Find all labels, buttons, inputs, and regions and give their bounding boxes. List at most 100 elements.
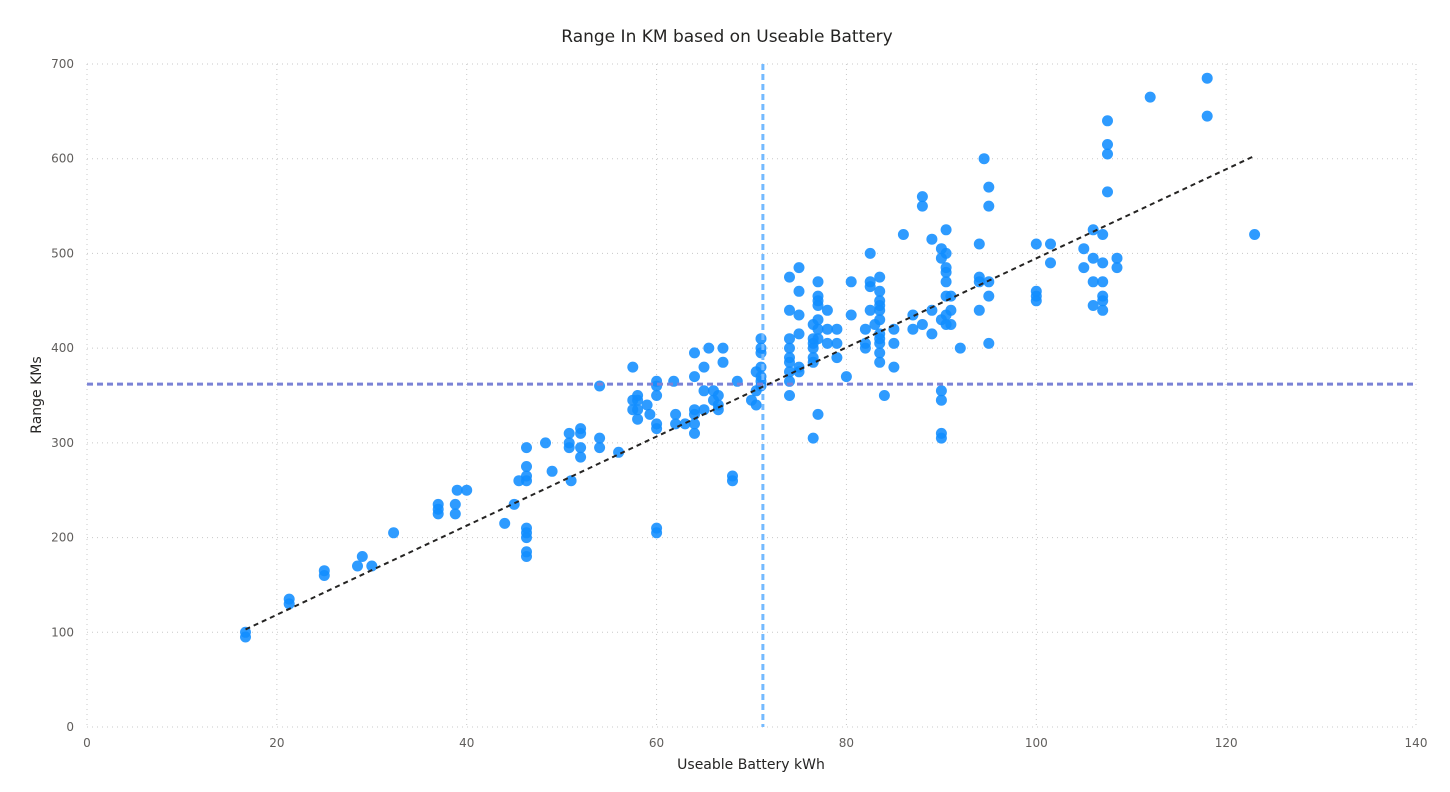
data-point[interactable] <box>874 314 886 326</box>
data-point[interactable] <box>784 352 795 364</box>
data-point[interactable] <box>521 442 532 454</box>
data-point[interactable] <box>807 352 819 364</box>
data-point[interactable] <box>874 285 886 297</box>
data-point[interactable] <box>750 399 762 411</box>
data-point[interactable] <box>1078 262 1090 274</box>
data-point[interactable] <box>907 309 919 321</box>
data-point[interactable] <box>563 427 575 439</box>
data-point[interactable] <box>784 271 795 283</box>
data-point[interactable] <box>874 271 886 283</box>
data-point[interactable] <box>627 361 639 373</box>
data-point[interactable] <box>594 442 606 454</box>
data-point[interactable] <box>983 181 995 193</box>
data-point[interactable] <box>864 276 876 288</box>
data-point[interactable] <box>793 285 805 297</box>
data-point[interactable] <box>1087 300 1099 311</box>
data-point[interactable] <box>540 437 551 449</box>
data-point[interactable] <box>793 262 805 274</box>
data-point[interactable] <box>973 238 985 250</box>
data-point[interactable] <box>352 560 363 572</box>
data-point[interactable] <box>821 304 833 316</box>
data-point[interactable] <box>283 593 295 605</box>
data-point[interactable] <box>878 390 890 401</box>
data-point[interactable] <box>1078 243 1090 255</box>
data-point[interactable] <box>940 276 952 288</box>
data-point[interactable] <box>940 262 952 274</box>
data-point[interactable] <box>632 413 644 425</box>
data-point[interactable] <box>807 432 819 444</box>
data-point[interactable] <box>432 498 444 510</box>
data-point[interactable] <box>755 371 767 383</box>
data-point[interactable] <box>926 233 938 245</box>
data-point[interactable] <box>1030 238 1042 250</box>
data-point[interactable] <box>651 390 663 401</box>
data-point[interactable] <box>973 271 985 283</box>
data-point[interactable] <box>935 394 947 406</box>
data-point[interactable] <box>521 546 532 558</box>
data-point[interactable] <box>888 337 900 349</box>
data-point[interactable] <box>935 427 947 439</box>
data-point[interactable] <box>926 304 938 316</box>
data-point[interactable] <box>1030 285 1042 297</box>
data-point[interactable] <box>521 461 532 472</box>
data-point[interactable] <box>983 276 995 288</box>
data-point[interactable] <box>1097 276 1109 288</box>
data-point[interactable] <box>874 295 886 307</box>
data-point[interactable] <box>594 380 606 392</box>
data-point[interactable] <box>940 247 952 259</box>
data-point[interactable] <box>1097 257 1109 269</box>
data-point[interactable] <box>641 399 653 411</box>
data-point[interactable] <box>983 290 995 302</box>
data-point[interactable] <box>793 328 805 340</box>
data-point[interactable] <box>689 404 700 416</box>
data-point[interactable] <box>356 551 368 562</box>
data-point[interactable] <box>812 290 824 302</box>
data-point[interactable] <box>845 309 857 321</box>
data-point[interactable] <box>575 423 587 435</box>
data-point[interactable] <box>978 153 990 165</box>
data-point[interactable] <box>366 560 378 572</box>
data-point[interactable] <box>1102 186 1113 198</box>
data-point[interactable] <box>717 356 729 368</box>
data-point[interactable] <box>1087 276 1099 288</box>
data-point[interactable] <box>916 200 928 212</box>
data-point[interactable] <box>689 418 700 430</box>
data-point[interactable] <box>1097 304 1109 316</box>
data-point[interactable] <box>1102 115 1113 127</box>
data-point[interactable] <box>755 361 767 373</box>
data-point[interactable] <box>784 304 795 316</box>
data-point[interactable] <box>945 304 957 316</box>
data-point[interactable] <box>712 390 724 401</box>
data-point[interactable] <box>812 314 824 326</box>
data-point[interactable] <box>926 328 938 340</box>
data-point[interactable] <box>1111 262 1123 274</box>
data-point[interactable] <box>888 323 900 335</box>
data-point[interactable] <box>983 337 995 349</box>
data-point[interactable] <box>954 342 966 354</box>
data-point[interactable] <box>632 390 644 401</box>
data-point[interactable] <box>784 333 795 345</box>
data-point[interactable] <box>594 432 606 444</box>
data-point[interactable] <box>1045 238 1056 250</box>
data-point[interactable] <box>651 418 663 430</box>
data-point[interactable] <box>563 437 575 449</box>
data-point[interactable] <box>935 385 947 397</box>
data-point[interactable] <box>907 323 919 335</box>
data-point[interactable] <box>318 565 330 577</box>
data-point[interactable] <box>874 356 886 368</box>
data-point[interactable] <box>812 333 824 345</box>
data-point[interactable] <box>1201 72 1213 84</box>
data-point[interactable] <box>983 200 995 212</box>
data-point[interactable] <box>859 337 871 349</box>
data-point[interactable] <box>888 361 900 373</box>
data-point[interactable] <box>670 418 682 430</box>
data-point[interactable] <box>565 475 577 487</box>
data-point[interactable] <box>755 333 767 345</box>
data-point[interactable] <box>689 347 700 359</box>
data-point[interactable] <box>1097 229 1109 240</box>
data-point[interactable] <box>698 404 710 416</box>
data-point[interactable] <box>1201 110 1213 122</box>
data-point[interactable] <box>916 191 928 203</box>
data-point[interactable] <box>916 319 928 330</box>
data-point[interactable] <box>793 309 805 321</box>
